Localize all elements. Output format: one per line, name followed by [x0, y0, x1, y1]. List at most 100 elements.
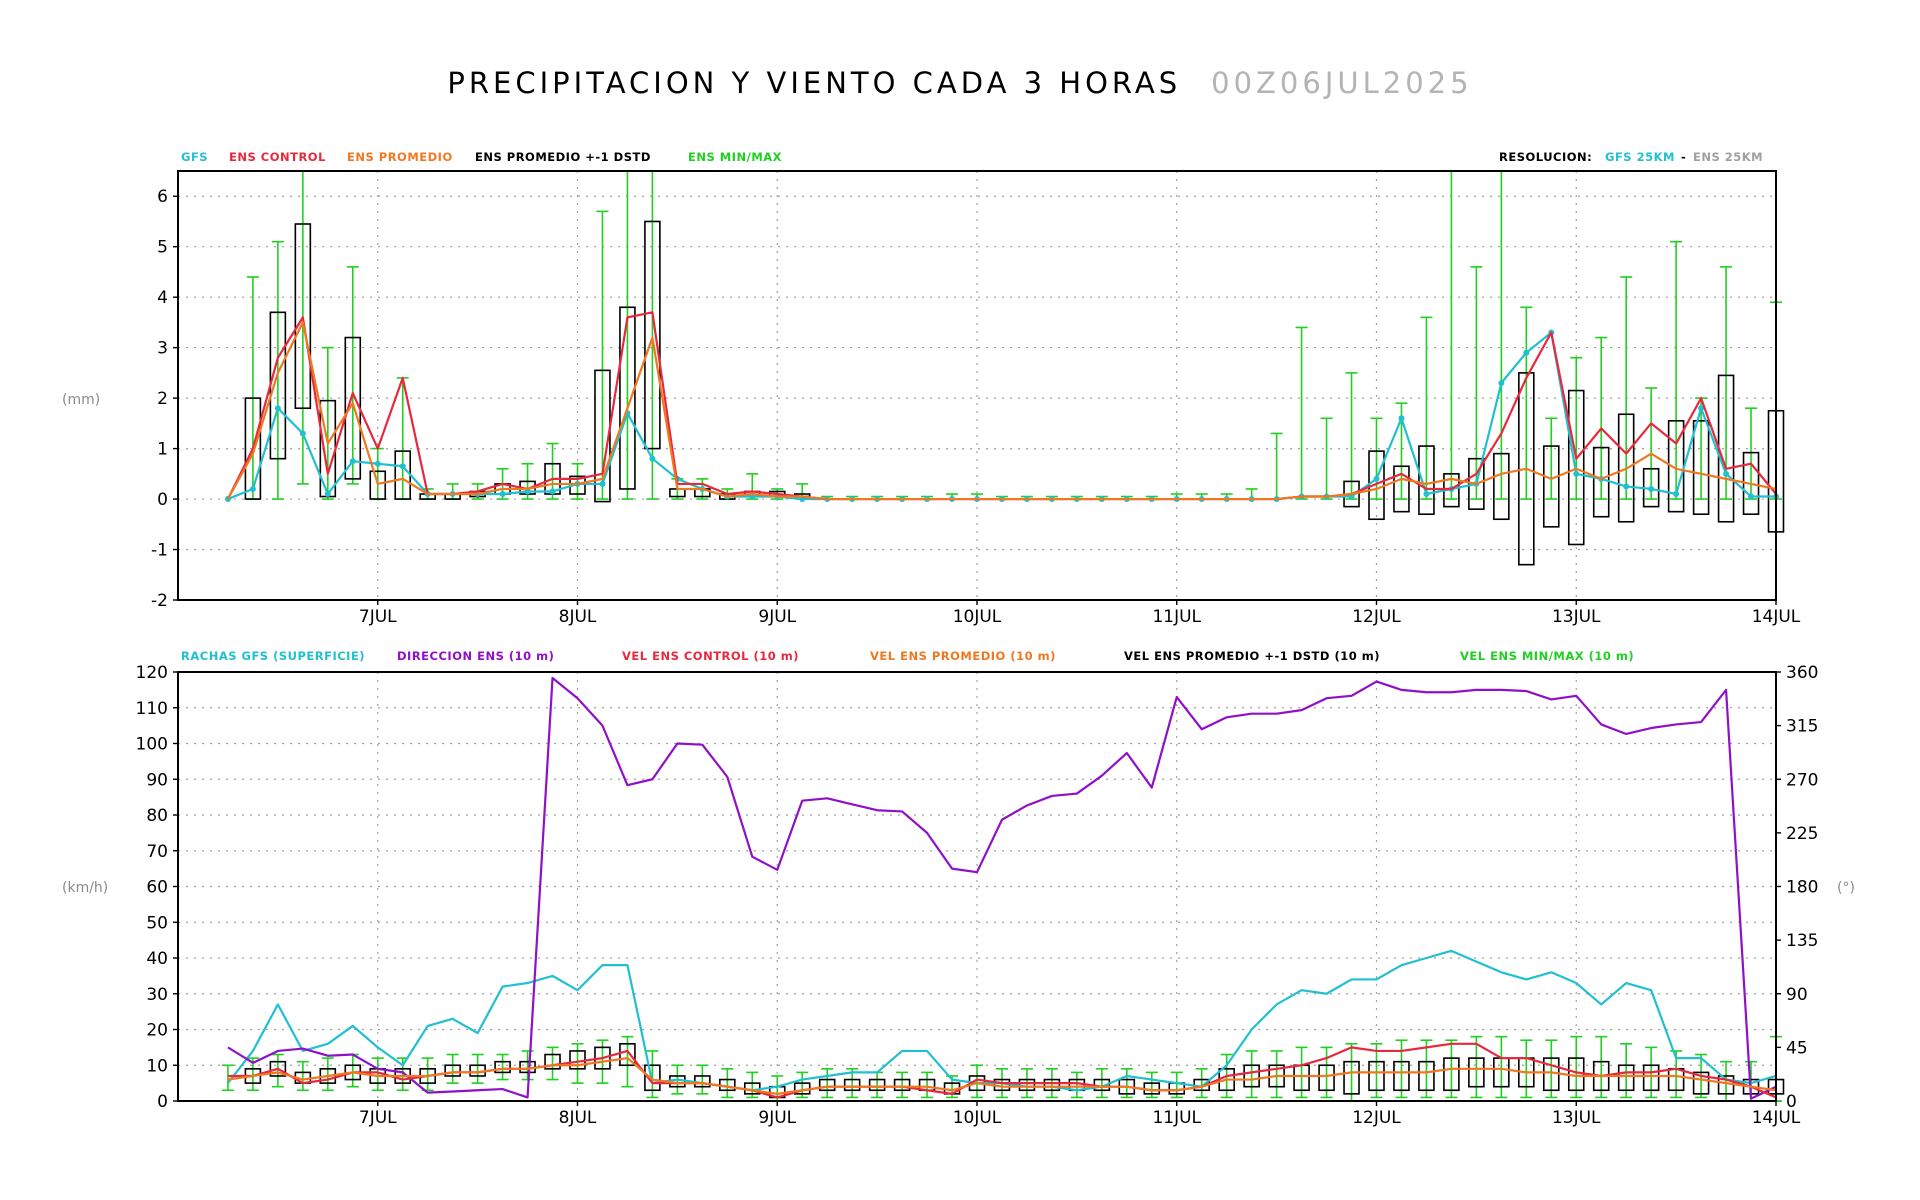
std-box [619, 306, 636, 490]
gfs-point [324, 491, 331, 498]
gfs-point [1648, 485, 1655, 492]
y-tick-label: 10 [146, 1056, 168, 1076]
std-box [1468, 457, 1485, 510]
direction-y-axis-label: (°) [1837, 880, 1855, 896]
x-tick-label: 14JUL [1752, 607, 1801, 627]
y-tick-label: 30 [146, 985, 168, 1005]
x-tick-label: 12JUL [1352, 1108, 1401, 1128]
y-tick-label: 60 [146, 878, 168, 898]
chart-panels: 7JUL 8JUL 9JUL 10JUL 11JUL 12JUL 13JUL 14JUL -2 -… [136, 170, 1818, 1128]
y-tick-label: -1 [151, 541, 168, 561]
gfs-point [1698, 405, 1705, 412]
legend-res-sep: - [1681, 150, 1686, 164]
y-tick-label: 0 [157, 490, 168, 510]
gfs-point [1398, 415, 1405, 422]
std-box [1642, 1064, 1660, 1092]
y-tick-label: 4 [157, 288, 168, 308]
chart-title-text: PRECIPITACION Y VIENTO CADA 3 HORAS [447, 66, 1182, 100]
y-tick-label: 40 [146, 949, 168, 969]
x-tick-label: 8JUL [559, 1108, 597, 1128]
std-box [544, 1053, 561, 1070]
gfs-point [1373, 475, 1380, 482]
y-right-tick-label: 90 [1786, 985, 1808, 1005]
std-box [1468, 1057, 1485, 1088]
std-box [1692, 1071, 1710, 1095]
std-box [1617, 1064, 1635, 1092]
legend-resolucion: RESOLUCION: [1499, 150, 1592, 164]
gfs-point [549, 488, 556, 495]
y-right-tick-label: 135 [1786, 931, 1818, 951]
y-tick-label: 3 [157, 339, 168, 359]
precip-y-axis-label: (mm) [62, 392, 100, 408]
x-tick-label: 14JUL [1752, 1108, 1801, 1128]
std-box [1443, 1057, 1460, 1092]
x-tick-label: 7JUL [359, 607, 397, 627]
x-tick-label: 11JUL [1152, 607, 1201, 627]
legend-ens-minmax: ENS MIN/MAX [688, 150, 782, 164]
y-tick-label: 6 [157, 187, 168, 207]
legend-vel-std: VEL ENS PROMEDIO +-1 DSTD (10 m) [1124, 649, 1380, 663]
legend-rachas: RACHAS GFS (SUPERFICIE) [181, 649, 365, 663]
y-tick-label: 100 [136, 735, 168, 755]
y-tick-label: 120 [136, 663, 168, 683]
std-box [1692, 420, 1710, 515]
x-tick-label: 13JUL [1552, 1108, 1601, 1128]
std-box [1418, 445, 1435, 515]
y-tick-label: 1 [157, 440, 168, 460]
legend-vel-control: VEL ENS CONTROL (10 m) [622, 649, 799, 663]
std-box [644, 1064, 661, 1092]
y-tick-label: 80 [146, 806, 168, 826]
plot-frame [177, 170, 1777, 601]
std-box [594, 369, 611, 503]
std-box [369, 470, 387, 500]
std-box [1318, 1064, 1335, 1092]
std-box [1393, 465, 1410, 513]
std-box [269, 1060, 287, 1077]
std-box [868, 1078, 886, 1092]
gfs-point [274, 405, 281, 412]
legend-ens-promedio: ENS PROMEDIO [347, 150, 453, 164]
legend-vel-promedio: VEL ENS PROMEDIO (10 m) [870, 649, 1056, 663]
legend-ens-std: ENS PROMEDIO +-1 DSTD [475, 150, 651, 164]
y-right-tick-label: 315 [1786, 717, 1818, 737]
x-tick-label: 9JUL [758, 1108, 796, 1128]
y-right-tick-label: 225 [1786, 824, 1818, 844]
legend-res-ens: ENS 25KM [1693, 150, 1763, 164]
y-tick-label: 110 [136, 699, 168, 719]
x-tick-label: 7JUL [359, 1108, 397, 1128]
gfs-point [299, 430, 306, 437]
x-tick-label: 11JUL [1152, 1108, 1201, 1128]
std-box [444, 1064, 461, 1077]
std-box [1418, 1060, 1435, 1092]
y-right-tick-label: 45 [1786, 1038, 1808, 1058]
gfs-point [649, 455, 656, 462]
y-tick-label: 50 [146, 913, 168, 933]
std-box [1542, 445, 1560, 528]
std-box [1518, 372, 1535, 566]
gfs-point [1623, 483, 1630, 490]
gfs-point [349, 458, 356, 465]
series-line [227, 1056, 1777, 1095]
std-box [494, 1060, 511, 1074]
gfs-point [599, 480, 606, 487]
y-right-tick-label: 360 [1786, 663, 1818, 683]
x-tick-label: 13JUL [1552, 607, 1601, 627]
y-tick-label: 90 [146, 770, 168, 790]
std-box [619, 1043, 636, 1067]
std-box [1043, 1078, 1061, 1092]
gfs-point [1573, 470, 1580, 477]
y-tick-label: 5 [157, 238, 168, 258]
y-right-tick-label: 270 [1786, 770, 1818, 790]
plot-frame [177, 671, 1777, 1102]
std-box [1243, 1064, 1260, 1088]
x-tick-label: 9JUL [758, 607, 796, 627]
std-box [1393, 1060, 1410, 1092]
legend-ens-control: ENS CONTROL [229, 150, 326, 164]
series-line [226, 321, 1777, 501]
chart-title: PRECIPITACION Y VIENTO CADA 3 HORAS 00Z06… [0, 66, 1920, 100]
gfs-point [1748, 493, 1755, 500]
legend-gfs: GFS [181, 150, 208, 164]
y-tick-label: -2 [151, 591, 168, 611]
y-tick-label: 20 [146, 1021, 168, 1041]
